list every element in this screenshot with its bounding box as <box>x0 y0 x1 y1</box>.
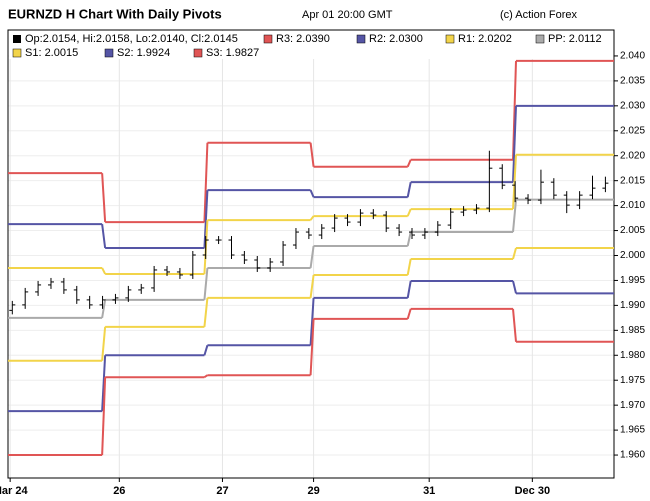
step-connector <box>203 142 209 223</box>
y-tick-label: 1.985 <box>620 325 645 336</box>
x-tick-label: Mar 24 <box>0 485 28 497</box>
x-tick-label: 31 <box>423 485 435 497</box>
step-connector <box>512 60 518 160</box>
legend-label: S2: 1.9924 <box>117 47 170 59</box>
y-tick-label: 2.025 <box>620 125 645 136</box>
y-tick-label: 2.015 <box>620 175 645 186</box>
step-connector <box>512 308 518 342</box>
x-tick-label: 26 <box>113 485 125 497</box>
plot-frame <box>7 29 615 479</box>
chart-title: EURNZD H Chart With Daily Pivots <box>8 6 222 21</box>
legend-label: R1: 2.0202 <box>458 33 512 45</box>
x-tick-label: Dec 30 <box>515 485 550 497</box>
step-connector <box>309 142 315 167</box>
step-connector <box>309 215 315 221</box>
step-connector <box>203 297 209 327</box>
step-connector <box>309 245 315 269</box>
legend-swatch <box>104 48 114 58</box>
y-tick-label: 2.030 <box>620 100 645 111</box>
legend-label: S3: 1.9827 <box>206 47 259 59</box>
y-tick-label: 2.000 <box>620 250 645 261</box>
legend-swatch <box>263 34 273 44</box>
chart-subtitle: Apr 01 20:00 GMT <box>302 9 393 21</box>
step-connector <box>101 173 107 223</box>
legend-swatch <box>535 34 545 44</box>
step-connector <box>203 267 209 300</box>
y-tick-label: 1.995 <box>620 275 645 286</box>
x-tick-label: 29 <box>307 485 319 497</box>
step-connector <box>309 318 315 376</box>
step-connector <box>203 374 208 379</box>
x-tick-label: 27 <box>216 485 228 497</box>
step-connector <box>101 299 107 319</box>
y-tick-label: 2.010 <box>620 200 645 211</box>
legend-label: R2: 2.0300 <box>369 33 423 45</box>
y-tick-label: 2.005 <box>620 225 645 236</box>
step-connector <box>406 181 412 198</box>
legend-label: Op:2.0154, Hi:2.0158, Lo:2.0140, Cl:2.01… <box>25 33 238 45</box>
step-connector <box>512 247 517 260</box>
legend-swatch <box>193 48 203 58</box>
step-connector <box>309 189 315 198</box>
legend-label: PP: 2.0112 <box>548 33 602 45</box>
y-tick-label: 1.980 <box>620 350 645 361</box>
legend-swatch <box>12 48 22 58</box>
step-connector <box>203 190 209 249</box>
step-connector <box>101 223 107 249</box>
step-connector <box>406 280 412 299</box>
y-tick-label: 2.035 <box>620 76 645 87</box>
y-tick-label: 1.960 <box>620 450 645 461</box>
step-connector <box>512 280 517 294</box>
step-connector <box>101 326 107 361</box>
step-connector <box>406 159 412 168</box>
step-connector <box>512 105 518 183</box>
legend-swatch <box>445 34 455 44</box>
legend-label: R3: 2.0390 <box>276 33 330 45</box>
step-connector <box>406 308 412 320</box>
step-connector <box>309 297 315 346</box>
y-tick-label: 1.965 <box>620 425 645 436</box>
step-connector <box>406 231 412 247</box>
y-tick-label: 2.040 <box>620 51 645 62</box>
y-tick-label: 1.970 <box>620 400 645 411</box>
y-tick-label: 1.975 <box>620 375 645 386</box>
step-connector <box>101 267 107 275</box>
step-connector <box>406 208 412 217</box>
step-connector <box>101 377 107 456</box>
legend-swatch <box>356 34 366 44</box>
step-connector <box>406 258 412 276</box>
step-connector <box>101 355 107 412</box>
y-tick-label: 1.990 <box>620 300 645 311</box>
legend-swatch <box>13 35 21 43</box>
y-tick-label: 2.020 <box>620 150 645 161</box>
step-connector <box>512 199 518 233</box>
credit: (c) Action Forex <box>500 9 578 21</box>
step-connector <box>512 154 518 210</box>
step-connector <box>309 274 315 299</box>
legend-label: S1: 2.0015 <box>25 47 78 59</box>
step-connector <box>203 345 209 356</box>
